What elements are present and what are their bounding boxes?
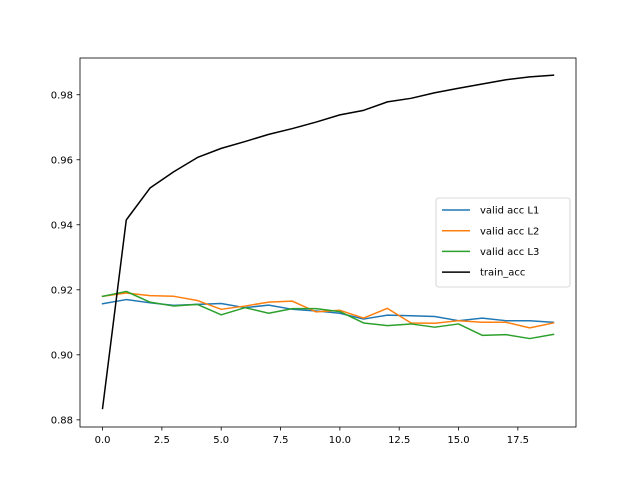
y-tick-label: 0.92 — [51, 285, 73, 296]
x-tick-label: 10.0 — [329, 435, 351, 446]
series-line-3 — [101, 74, 555, 410]
series-layer — [101, 74, 555, 410]
y-tick-label: 0.98 — [51, 90, 73, 101]
y-tick-label: 0.96 — [51, 155, 73, 166]
y-tick-label: 0.88 — [51, 415, 73, 426]
x-tick-label: 7.5 — [273, 435, 289, 446]
x-axis: 0.0 2.5 5.0 7.5 10.0 12.5 15.0 17.5 — [95, 427, 529, 446]
legend-label-2: valid acc L3 — [480, 247, 539, 258]
legend-label-3: train_acc — [480, 268, 525, 279]
x-tick-label: 12.5 — [388, 435, 410, 446]
legend-label-0: valid acc L1 — [480, 206, 539, 217]
x-tick-label: 15.0 — [447, 435, 469, 446]
legend-label-1: valid acc L2 — [480, 226, 539, 237]
x-tick-label: 0.0 — [95, 435, 111, 446]
x-tick-label: 2.5 — [154, 435, 170, 446]
x-tick-label: 5.0 — [213, 435, 229, 446]
plot-frame — [79, 57, 577, 428]
legend: valid acc L1 valid acc L2 valid acc L3 trai… — [435, 197, 571, 288]
y-axis: 0.88 0.90 0.92 0.94 0.96 0.98 — [51, 90, 80, 426]
series-line-1 — [101, 292, 555, 329]
legend-box — [435, 197, 571, 288]
y-tick-label: 0.90 — [51, 350, 73, 361]
y-tick-label: 0.94 — [51, 220, 73, 231]
series-line-2 — [101, 290, 555, 340]
x-tick-label: 17.5 — [507, 435, 529, 446]
